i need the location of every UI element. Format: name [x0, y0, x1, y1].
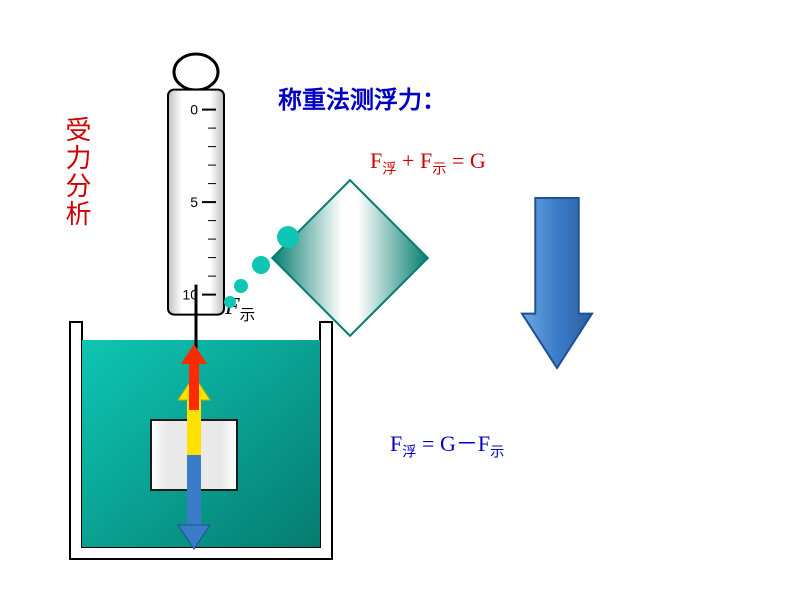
big-arrow-down-icon [522, 198, 592, 368]
diagram-svg: 0 5 10 [0, 0, 794, 596]
svg-text:10: 10 [182, 287, 198, 303]
svg-text:5: 5 [190, 194, 198, 210]
pouring-beaker [224, 180, 428, 336]
svg-text:0: 0 [190, 102, 198, 118]
